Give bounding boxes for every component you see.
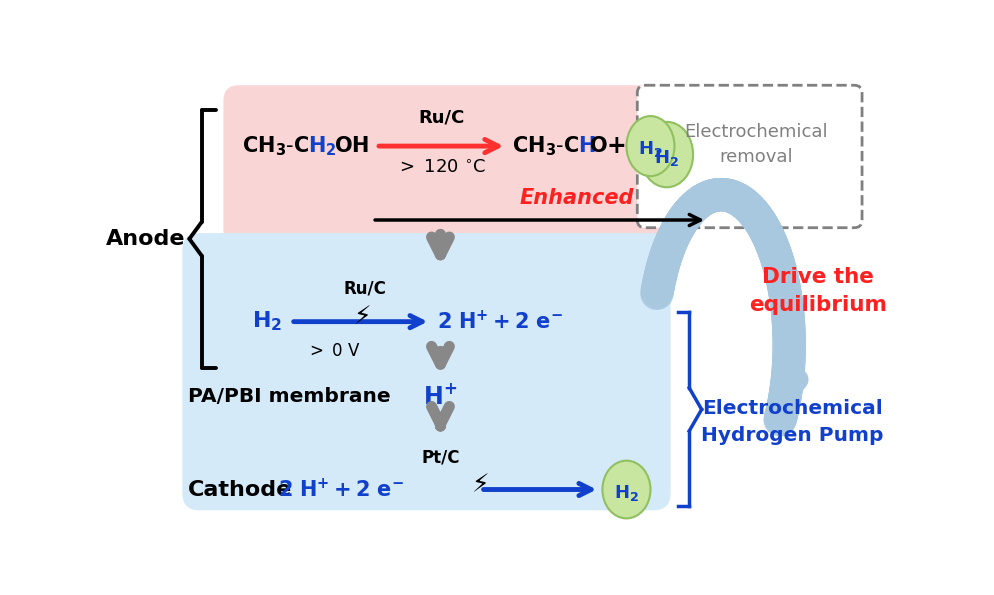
Text: Electrochemical
Hydrogen Pump: Electrochemical Hydrogen Pump (701, 399, 884, 444)
Text: Drive the
equilibrium: Drive the equilibrium (748, 267, 887, 315)
Ellipse shape (640, 122, 693, 187)
Text: Cathode: Cathode (188, 480, 292, 500)
Text: $\mathbf{H_2}$: $\mathbf{H_2}$ (638, 139, 663, 159)
FancyBboxPatch shape (182, 233, 671, 511)
Text: Anode: Anode (106, 229, 186, 249)
Text: $\mathbf{H_2}$: $\mathbf{H_2}$ (654, 148, 679, 168)
Text: $\mathbf{H_2}$: $\mathbf{H_2}$ (252, 310, 282, 333)
Text: $\mathbf{H}$: $\mathbf{H}$ (578, 136, 595, 156)
FancyBboxPatch shape (224, 85, 677, 245)
Text: $\mathbf{H^{+}}$: $\mathbf{H^{+}}$ (423, 384, 457, 409)
Text: $\mathbf{CH_3\text{-}C}$: $\mathbf{CH_3\text{-}C}$ (243, 134, 309, 158)
Text: $\mathbf{H_2}$: $\mathbf{H_2}$ (614, 483, 639, 503)
Text: $\mathbf{+}$: $\mathbf{+}$ (606, 134, 625, 158)
Text: ⚡: ⚡ (354, 305, 372, 329)
Ellipse shape (626, 116, 675, 176)
Text: ⚡: ⚡ (472, 473, 489, 497)
Text: $>$ 120 $^{\circ}$C: $>$ 120 $^{\circ}$C (397, 159, 486, 177)
Ellipse shape (602, 461, 650, 518)
Text: $\mathbf{OH}$: $\mathbf{OH}$ (334, 136, 369, 156)
Text: Ru/C: Ru/C (418, 109, 464, 127)
Text: Electrochemical
removal: Electrochemical removal (684, 123, 828, 166)
Text: $\mathbf{2\ H^{+} + 2\ e^{-}}$: $\mathbf{2\ H^{+} + 2\ e^{-}}$ (436, 310, 563, 333)
Text: Ru/C: Ru/C (343, 280, 386, 298)
Text: $>$ 0 V: $>$ 0 V (306, 342, 361, 360)
Text: $\mathbf{O}$: $\mathbf{O}$ (589, 136, 608, 156)
Text: $\mathbf{2\ H^{+} + 2\ e^{-}}$: $\mathbf{2\ H^{+} + 2\ e^{-}}$ (277, 478, 404, 501)
Text: $\mathbf{CH_3\text{-}C}$: $\mathbf{CH_3\text{-}C}$ (512, 134, 579, 158)
Text: PA/PBI membrane: PA/PBI membrane (188, 387, 391, 406)
Text: Enhanced: Enhanced (520, 189, 634, 208)
Text: $\mathbf{H_2}$: $\mathbf{H_2}$ (308, 134, 337, 158)
Text: Pt/C: Pt/C (421, 448, 459, 466)
FancyBboxPatch shape (637, 85, 862, 228)
